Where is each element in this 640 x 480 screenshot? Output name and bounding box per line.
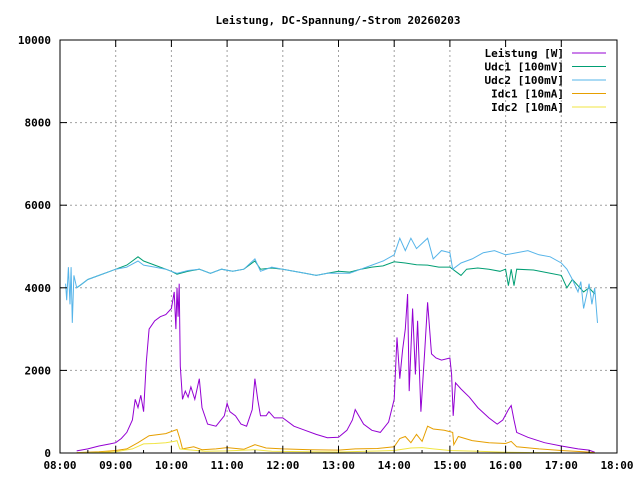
legend-label: Udc2 [100mV] [485,74,564,87]
x-tick-label: 15:00 [433,459,466,472]
legend: Leistung [W]Udc1 [100mV]Udc2 [100mV]Idc1… [485,47,606,114]
x-tick-label: 08:00 [43,459,76,472]
series-line-idc1 [76,425,595,454]
x-tick-label: 14:00 [378,459,411,472]
x-tick-label: 12:00 [266,459,299,472]
series-line-idc2 [76,439,562,454]
series-line-udc2 [65,236,598,323]
legend-label: Idc2 [10mA] [491,101,564,114]
series-group [65,236,598,454]
y-tick-label: 4000 [25,282,52,295]
y-tick-label: 2000 [25,364,52,377]
x-tick-label: 17:00 [545,459,578,472]
y-tick-label: 0 [44,447,51,460]
legend-label: Udc1 [100mV] [485,61,564,74]
series-line-udc1 [76,256,596,295]
grid [60,40,617,453]
legend-label: Idc1 [10mA] [491,88,564,101]
tick-labels: 0 2000 4000 6000 8000 10000 08:00 09:00 10:00 11:… [18,34,634,472]
x-tick-label: 10:00 [155,459,188,472]
x-tick-label: 13:00 [322,459,355,472]
x-tick-label: 09:00 [99,459,132,472]
chart-title: Leistung, DC-Spannung/-Strom 20260203 [215,14,460,27]
x-tick-label: 16:00 [489,459,522,472]
y-tick-label: 8000 [25,117,52,130]
y-tick-label: 6000 [25,199,52,212]
y-tick-label: 10000 [18,34,51,47]
legend-label: Leistung [W] [485,47,564,60]
x-tick-label: 18:00 [600,459,633,472]
x-tick-label: 11:00 [211,459,244,472]
series-line-leistung [76,283,595,453]
